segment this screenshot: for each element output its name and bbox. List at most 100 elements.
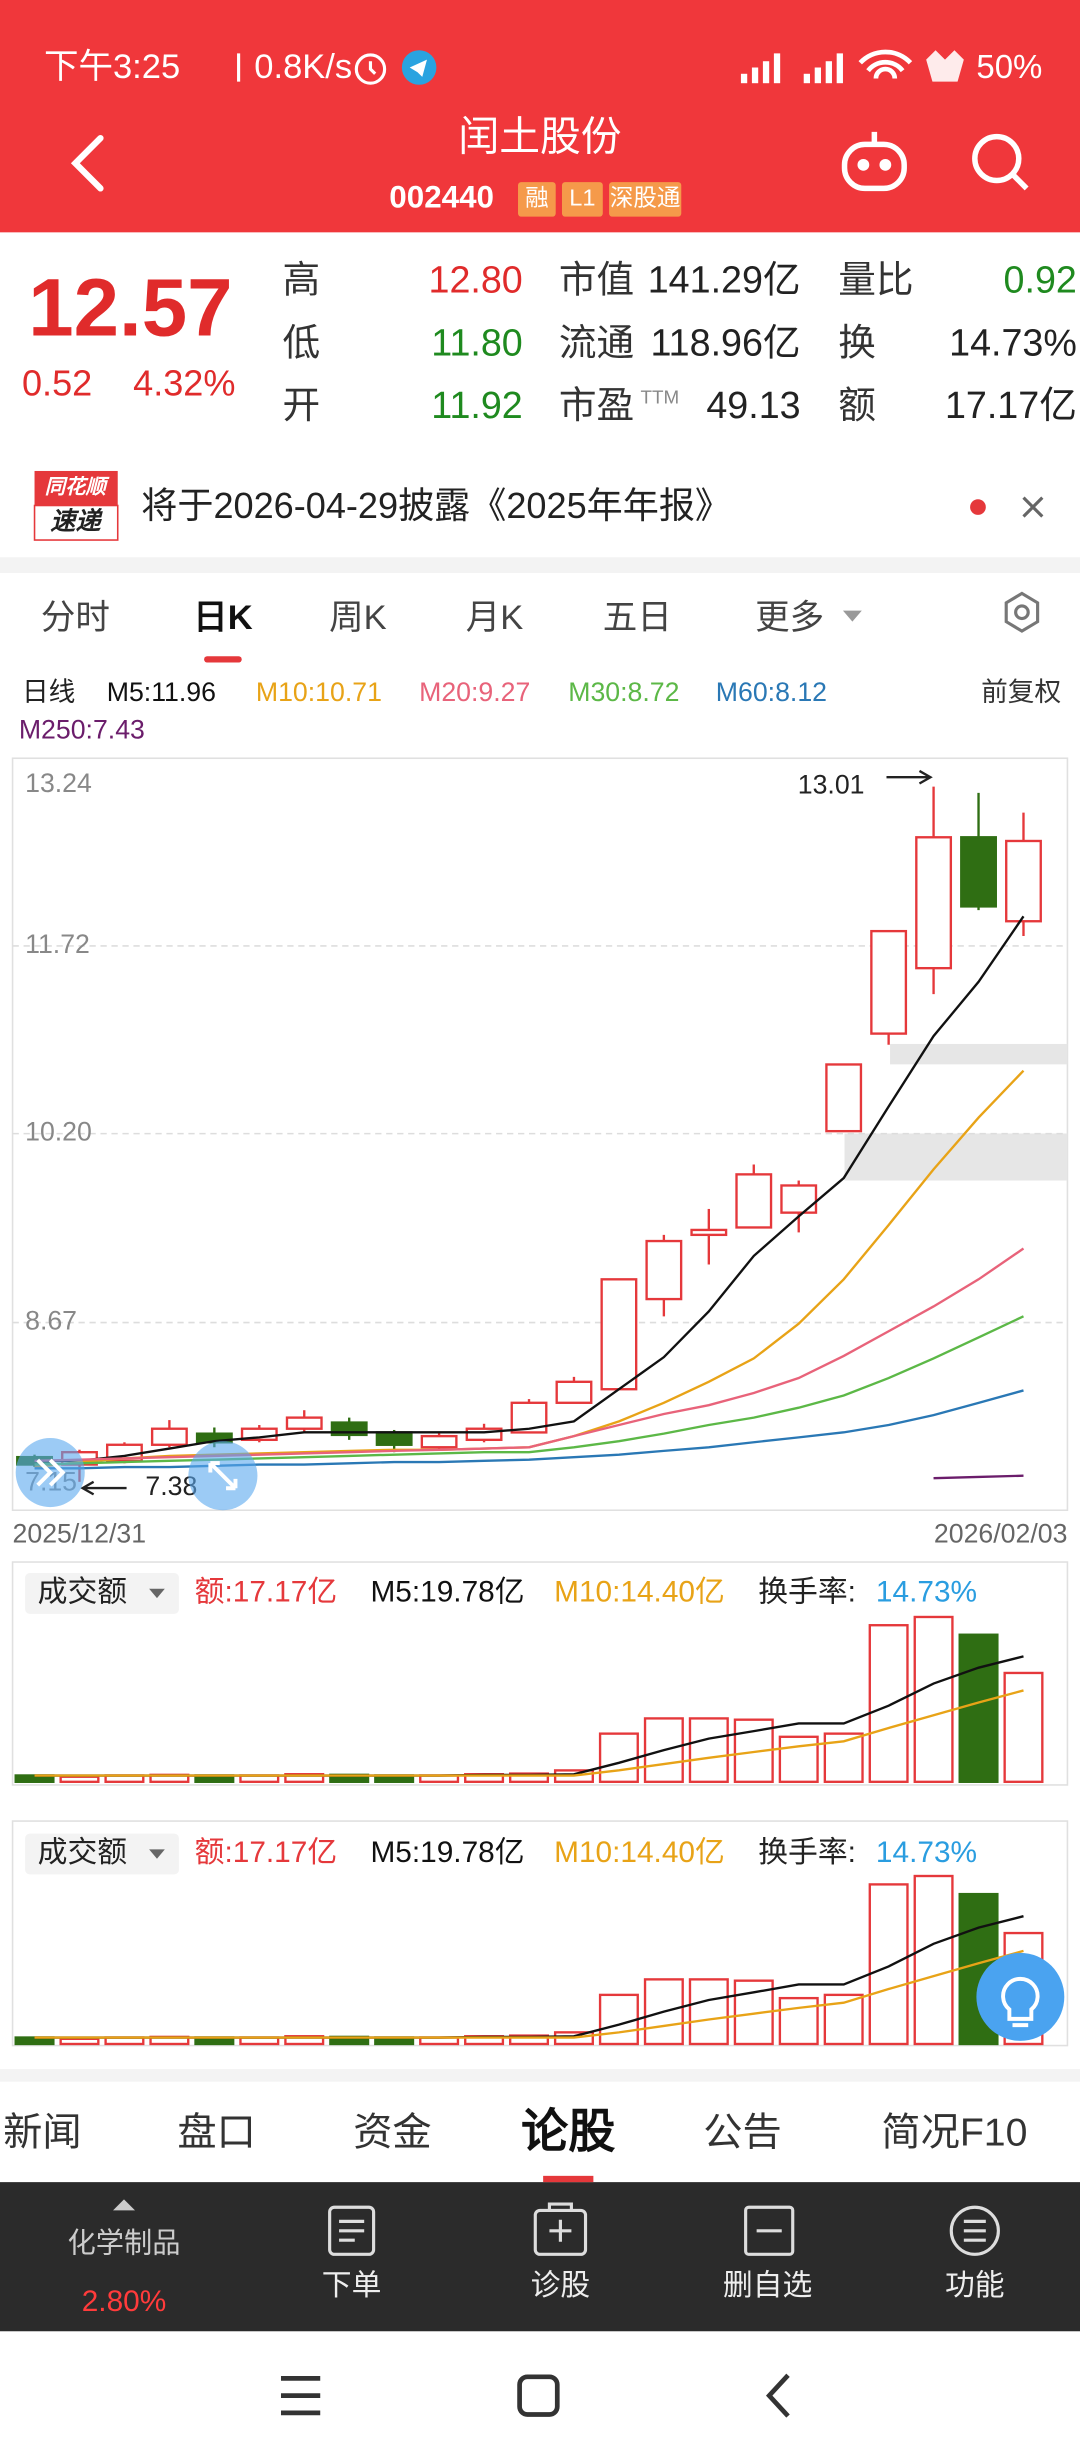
legend-entry: M250:7.43 — [19, 715, 145, 745]
turnover-label: 换手率: — [758, 1575, 856, 1608]
stat-label: 市盈 — [559, 384, 634, 426]
stat-label: 流通 — [559, 321, 634, 363]
status-icons — [237, 53, 387, 85]
badge-text: L1 — [569, 185, 595, 211]
stat-value: 12.80 — [429, 259, 523, 301]
volume-bar — [598, 1993, 639, 2046]
stat-sup: TTM — [640, 387, 679, 408]
candle-body — [510, 1401, 548, 1434]
candle-body — [375, 1431, 413, 1446]
action-bar-bg — [0, 2182, 1080, 2332]
candle-body — [465, 1427, 503, 1442]
volume-current: 额:17.17亿 — [195, 1836, 338, 1869]
volume-title: 成交额 — [38, 1575, 127, 1608]
back-button[interactable] — [70, 135, 104, 192]
tab[interactable]: 月K — [466, 599, 524, 637]
notice-close[interactable] — [1022, 496, 1044, 518]
volume-bar — [508, 2034, 550, 2046]
ma-line — [34, 915, 1025, 1462]
notice-logo: 同花顺 — [45, 476, 111, 499]
more-arrow — [842, 610, 862, 622]
tab[interactable]: 更多 — [755, 599, 824, 637]
bottom-tab[interactable]: 资金 — [353, 2110, 431, 2154]
badge — [561, 182, 603, 217]
tab[interactable]: 周K — [329, 599, 387, 637]
stock-code: 002440 — [389, 180, 494, 215]
y-tick-label: 10.20 — [25, 1117, 92, 1147]
bottom-tab[interactable]: 简况F10 — [881, 2110, 1027, 2154]
nav-home[interactable] — [517, 2374, 560, 2417]
tab[interactable]: 分时 — [41, 599, 110, 637]
settings-button[interactable] — [1004, 591, 1040, 633]
stat-value: 14.73% — [949, 321, 1077, 363]
bottom-tab[interactable]: 新闻 — [3, 2110, 81, 2154]
volume-frame — [11, 1561, 1069, 1786]
bottom-tab-underline — [543, 2175, 594, 2183]
stat-label: 低 — [283, 321, 321, 363]
nav-menu[interactable] — [280, 2376, 321, 2416]
turnover-label: 换手率: — [758, 1836, 856, 1869]
turnover-value: 14.73% — [876, 1575, 977, 1608]
sector-arrow — [113, 2199, 135, 2211]
legend-entry: M30:8.72 — [568, 677, 679, 707]
legend-entry: M5:11.96 — [107, 677, 216, 707]
notice-logo-bottom — [33, 504, 119, 541]
ma-line — [34, 1949, 1024, 2039]
status-battery: 50% — [976, 48, 1042, 85]
bottom-tab[interactable]: 公告 — [703, 2110, 781, 2154]
nav-back[interactable] — [765, 2373, 790, 2418]
volume-selector[interactable] — [25, 1573, 179, 1614]
stat-label: 量比 — [838, 259, 913, 301]
sector-name[interactable]: 化学制品 — [68, 2226, 181, 2258]
legend-entry: M10:14.40亿 — [554, 1836, 725, 1869]
x-tick-label: 2026/02/03 — [934, 1518, 1067, 1548]
search-button[interactable] — [972, 133, 1029, 191]
action-item[interactable]: 诊股 — [531, 2269, 591, 2302]
hint-button[interactable] — [976, 1952, 1065, 2041]
legend-entry: M5:19.78亿 — [370, 1575, 524, 1608]
action-item[interactable]: 下单 — [322, 2269, 382, 2302]
volume-bar — [508, 1772, 550, 1783]
price: 12.57 — [28, 263, 232, 354]
badge — [609, 182, 682, 217]
volume-selector[interactable] — [25, 1833, 179, 1875]
candle-body — [420, 1434, 458, 1449]
stat-value: 0.92 — [1004, 259, 1077, 301]
candle-body — [960, 836, 997, 908]
bottom-tab[interactable]: 盘口 — [177, 2110, 255, 2154]
stat-label: 开 — [283, 384, 321, 426]
candle-body — [780, 1184, 818, 1214]
candle-body — [1005, 839, 1042, 923]
robot-button[interactable] — [841, 131, 907, 192]
tab[interactable]: 日K — [193, 599, 253, 637]
settings-dot — [1014, 604, 1030, 621]
volume-bar — [59, 2037, 100, 2046]
sector-change: 2.80% — [82, 2285, 167, 2318]
ma-line — [933, 1474, 1024, 1480]
bottom-tab[interactable]: 论股 — [521, 2104, 615, 2157]
action-item[interactable]: 删自选 — [723, 2269, 812, 2302]
badge-text: 融 — [525, 185, 549, 211]
legend-entry: M10:14.40亿 — [554, 1575, 725, 1608]
action-item[interactable]: 功能 — [945, 2269, 1005, 2302]
legend-entry: M10:10.71 — [256, 677, 382, 707]
volume-bar — [688, 1717, 729, 1783]
tab[interactable]: 五日 — [603, 599, 672, 637]
nav-bar — [280, 2373, 790, 2418]
stat-value: 118.96亿 — [651, 321, 801, 363]
signal-icons — [740, 53, 843, 84]
legend-entry: M60:8.12 — [716, 677, 827, 707]
ma-line — [34, 1689, 1024, 1777]
float-glyph — [208, 1461, 238, 1491]
chart-adjust: 前复权 — [981, 677, 1061, 707]
stat-value: 141.29亿 — [648, 259, 801, 301]
stat-value: 11.80 — [431, 321, 522, 363]
candle-body — [645, 1239, 683, 1301]
legend-entry: M5:19.78亿 — [370, 1836, 524, 1869]
stock-title: 闰土股份 — [458, 113, 621, 159]
x-tick-label: 2025/12/31 — [13, 1518, 146, 1548]
volume-bar — [958, 1633, 999, 1783]
battery-icon — [926, 50, 964, 82]
badge — [518, 182, 556, 217]
